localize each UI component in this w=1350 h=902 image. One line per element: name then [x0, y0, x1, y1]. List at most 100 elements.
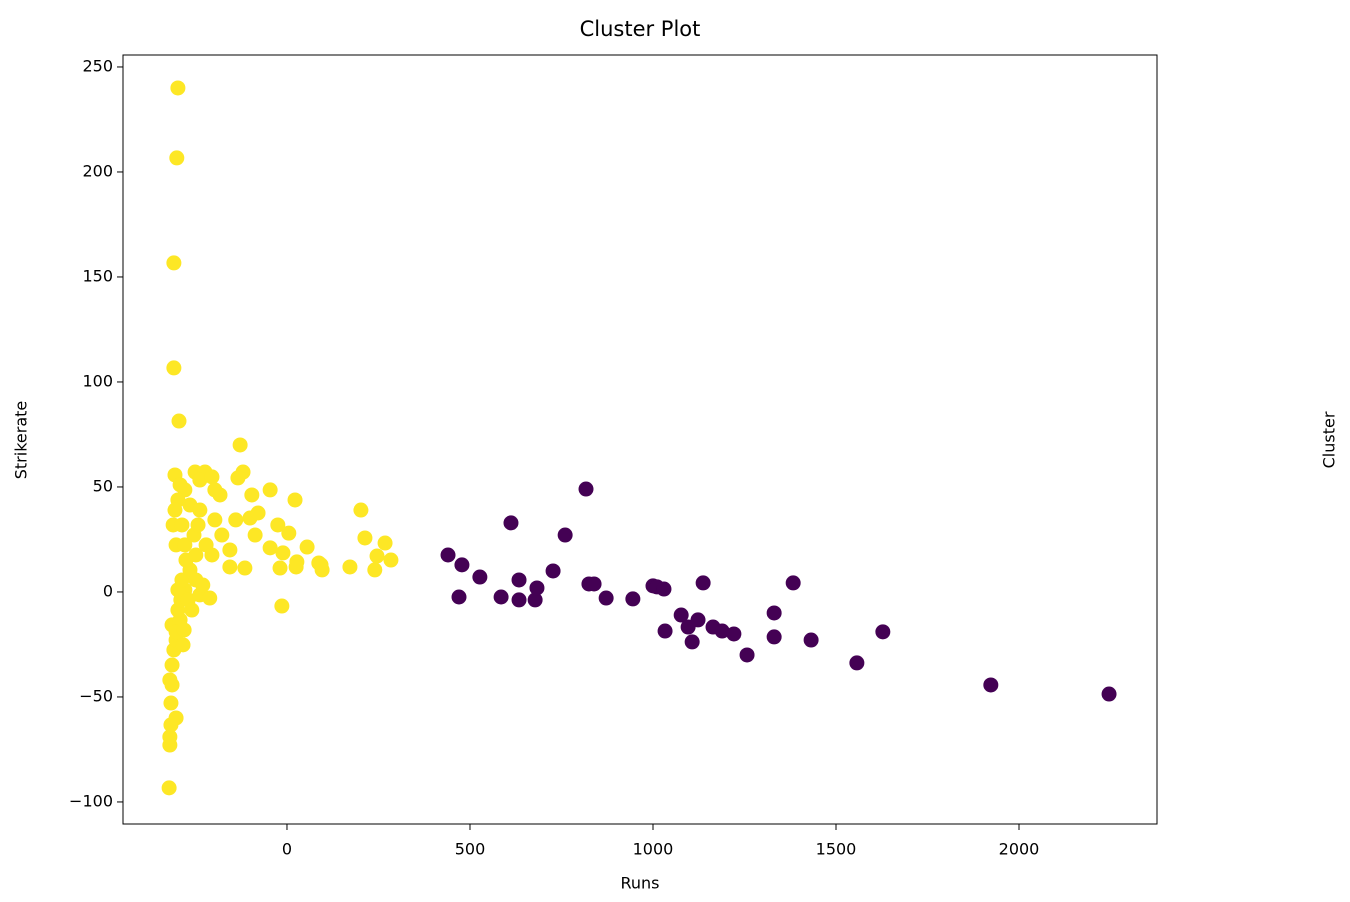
point [657, 623, 673, 639]
point [472, 569, 488, 585]
x-tick-label: 0 [282, 840, 292, 859]
point [167, 502, 183, 518]
point [377, 535, 393, 551]
colorbar-label: Cluster [1320, 411, 1339, 468]
y-tick-label: 150 [82, 266, 113, 285]
point [493, 589, 509, 605]
point [250, 505, 266, 521]
point [1101, 686, 1117, 702]
y-tick-label: 250 [82, 56, 113, 75]
point [726, 626, 742, 642]
point [188, 547, 204, 563]
point [451, 589, 467, 605]
point [175, 637, 191, 653]
point [247, 527, 263, 543]
x-tick-label: 2000 [999, 840, 1040, 859]
point [557, 527, 573, 543]
point [204, 547, 220, 563]
point [625, 591, 641, 607]
point [171, 413, 187, 429]
point [262, 482, 278, 498]
x-tick-label: 1000 [633, 840, 674, 859]
point [690, 612, 706, 628]
x-axis-label: Runs [620, 874, 659, 893]
point [232, 437, 248, 453]
point [353, 502, 369, 518]
point [511, 592, 527, 608]
point [176, 622, 192, 638]
point [367, 562, 383, 578]
point [313, 557, 329, 573]
point [228, 512, 244, 528]
point [586, 576, 602, 592]
y-tick-label: 100 [82, 371, 113, 390]
x-tick-label: 1500 [816, 840, 857, 859]
point [190, 517, 206, 533]
point [184, 602, 200, 618]
point [288, 559, 304, 575]
point [299, 539, 315, 555]
point [342, 559, 358, 575]
chart-title: Cluster Plot [580, 17, 701, 41]
point [222, 542, 238, 558]
point [230, 470, 246, 486]
point [275, 545, 291, 561]
point [202, 590, 218, 606]
y-tick-label: 50 [93, 476, 113, 495]
point [281, 525, 297, 541]
point [274, 598, 290, 614]
point [170, 80, 186, 96]
y-tick-label: 0 [103, 581, 113, 600]
point [983, 677, 999, 693]
point [163, 695, 179, 711]
point [875, 624, 891, 640]
point [222, 559, 238, 575]
y-tick-label: 200 [82, 161, 113, 180]
point [270, 517, 286, 533]
point [192, 472, 208, 488]
point [545, 563, 561, 579]
point [849, 655, 865, 671]
point [766, 629, 782, 645]
point [287, 492, 303, 508]
point [272, 560, 288, 576]
point [207, 512, 223, 528]
point [673, 607, 689, 623]
point [204, 469, 220, 485]
point [262, 540, 278, 556]
point [656, 581, 672, 597]
point [244, 487, 260, 503]
point [214, 527, 230, 543]
point [237, 560, 253, 576]
point [357, 530, 373, 546]
point [511, 572, 527, 588]
point [168, 710, 184, 726]
point [684, 634, 700, 650]
point [166, 255, 182, 271]
point [440, 547, 456, 563]
point [161, 780, 177, 796]
point [162, 729, 178, 745]
point [195, 577, 211, 593]
point [212, 487, 228, 503]
point [503, 515, 519, 531]
point [598, 590, 614, 606]
point [369, 548, 385, 564]
point [527, 592, 543, 608]
point [739, 647, 755, 663]
point [578, 481, 594, 497]
point [174, 517, 190, 533]
point [192, 502, 208, 518]
point [166, 360, 182, 376]
point [714, 623, 730, 639]
point [383, 552, 399, 568]
point [766, 605, 782, 621]
y-axis-label: Strikerate [12, 401, 31, 480]
point [177, 537, 193, 553]
x-tick-label: 500 [455, 840, 486, 859]
point [454, 557, 470, 573]
point [785, 575, 801, 591]
point [803, 632, 819, 648]
point [695, 575, 711, 591]
